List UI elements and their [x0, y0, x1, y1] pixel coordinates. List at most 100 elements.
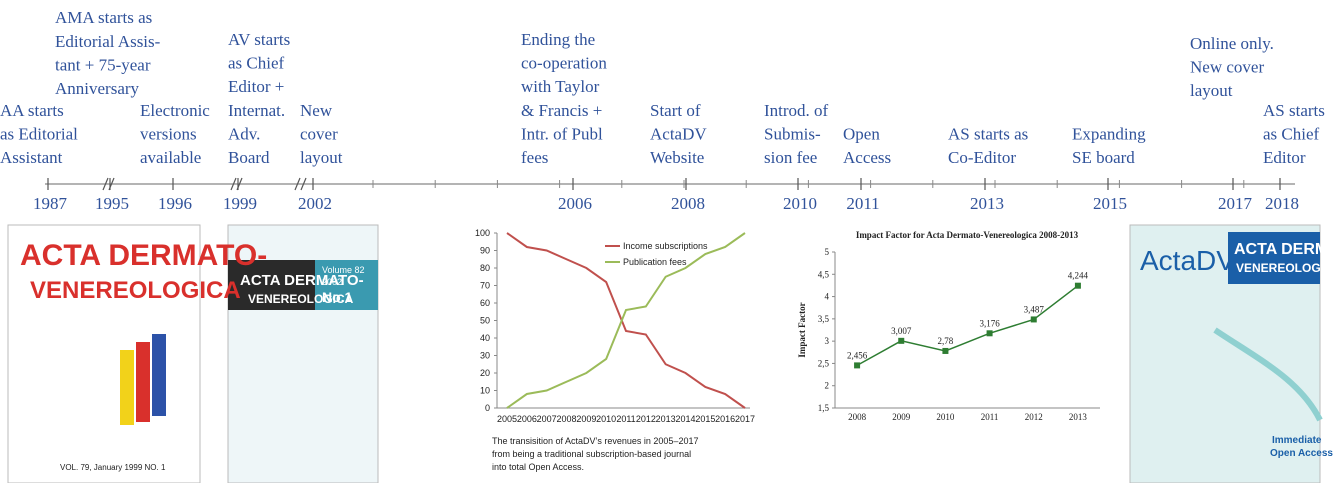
event-text: Start of	[650, 101, 701, 120]
y-tick-label: 3	[825, 336, 830, 346]
year-label: 2002	[298, 194, 332, 213]
cover-text: ActaDV	[1140, 245, 1235, 276]
x-tick-label: 2015	[695, 414, 715, 424]
event-text: Introd. of	[764, 101, 829, 120]
event-text: Internat.	[228, 101, 285, 120]
x-tick-label: 2014	[675, 414, 695, 424]
event-text: Anniversary	[55, 79, 140, 98]
event-text: Editorial Assis-	[55, 32, 161, 51]
y-tick-label: 80	[480, 263, 490, 273]
event-text: layout	[300, 148, 343, 167]
event-text: fees	[521, 148, 548, 167]
x-tick-label: 2010	[596, 414, 616, 424]
event-text: AS starts as	[948, 124, 1028, 143]
marker	[942, 348, 948, 354]
marker	[1031, 316, 1037, 322]
event-text: layout	[1190, 81, 1233, 100]
cover-text: ACTA DERMATO-	[20, 239, 267, 272]
marker	[854, 362, 860, 368]
year-label: 1996	[158, 194, 192, 213]
x-tick-label: 2016	[715, 414, 735, 424]
cover-text: Volume 82	[322, 265, 365, 275]
event-text: ActaDV	[650, 124, 707, 143]
marker	[1075, 283, 1081, 289]
y-tick-label: 70	[480, 281, 490, 291]
caption: into total Open Access.	[492, 462, 584, 472]
year-label: 2013	[970, 194, 1004, 213]
cover-text: No.1	[322, 289, 353, 305]
caption: The transisition of ActaDV’s revenues in…	[492, 436, 698, 446]
event-text: co-operation	[521, 54, 607, 73]
cover-text: 2002	[322, 277, 342, 287]
y-axis-label: Impact Factor	[797, 302, 807, 357]
event-text: Electronic	[140, 101, 210, 120]
x-tick-label: 2007	[537, 414, 557, 424]
event-text: AV starts	[228, 30, 290, 49]
x-tick-label: 2008	[848, 412, 867, 422]
x-tick-label: 2009	[576, 414, 596, 424]
year-label: 1987	[33, 194, 68, 213]
event-text: Open	[843, 124, 880, 143]
event-text: versions	[140, 124, 197, 143]
event-text: AA starts	[0, 101, 64, 120]
event-text: tant + 75-year	[55, 55, 151, 74]
year-label: 2018	[1265, 194, 1299, 213]
cover-text: Open Access	[1270, 448, 1333, 459]
event-text: Website	[650, 148, 704, 167]
event-text: as Editorial	[0, 124, 78, 143]
event-text: & Francis +	[521, 101, 602, 120]
y-tick-label: 4	[825, 292, 830, 302]
y-tick-label: 50	[480, 316, 490, 326]
value-label: 3,007	[891, 326, 912, 336]
event-text: available	[140, 148, 201, 167]
x-tick-label: 2009	[892, 412, 911, 422]
y-tick-label: 60	[480, 298, 490, 308]
event-text: as Chief	[1263, 124, 1320, 143]
x-tick-label: 2013	[1069, 412, 1088, 422]
value-label: 2,456	[847, 350, 868, 360]
cover-text: VENEREOLOGICA	[30, 277, 241, 304]
event-text: New	[300, 101, 333, 120]
year-label: 2011	[846, 194, 879, 213]
y-tick-label: 2,5	[818, 358, 830, 368]
event-text: Editor +	[228, 77, 284, 96]
x-tick-label: 2011	[981, 412, 999, 422]
x-tick-label: 2006	[517, 414, 537, 424]
y-tick-label: 5	[825, 247, 830, 257]
year-label: 2008	[671, 194, 705, 213]
x-tick-label: 2017	[735, 414, 755, 424]
x-tick-label: 2012	[1025, 412, 1043, 422]
event-text: Intr. of Publ	[521, 124, 603, 143]
event-text: Submis-	[764, 124, 821, 143]
year-label: 2015	[1093, 194, 1127, 213]
chart-title: Impact Factor for Acta Dermato-Venereolo…	[856, 230, 1079, 240]
x-tick-label: 2010	[936, 412, 955, 422]
cover-text: VOL. 79, January 1999 NO. 1	[60, 463, 166, 472]
cover-text: VENEREOLOGICA	[1236, 261, 1342, 275]
y-tick-label: 90	[480, 246, 490, 256]
cover-text: ACTA DERMATO-	[1234, 241, 1344, 258]
event-text: Board	[228, 148, 270, 167]
event-text: sion fee	[764, 148, 817, 167]
event-text: Expanding	[1072, 124, 1146, 143]
event-text: AS starts	[1263, 101, 1325, 120]
y-tick-label: 4,5	[818, 269, 830, 279]
legend-label: Income subscriptions	[623, 241, 708, 251]
marker	[898, 338, 904, 344]
event-text: as Chief	[228, 54, 285, 73]
legend-label: Publication fees	[623, 257, 687, 267]
y-tick-label: 0	[485, 403, 490, 413]
value-label: 2,78	[938, 336, 954, 346]
event-text: Online only.	[1190, 34, 1274, 53]
x-tick-label: 2005	[497, 414, 517, 424]
event-text: Editor	[1263, 148, 1306, 167]
x-tick-label: 2013	[656, 414, 676, 424]
event-text: with Taylor	[521, 77, 600, 96]
x-tick-label: 2008	[556, 414, 576, 424]
value-label: 3,487	[1024, 304, 1045, 314]
event-text: Adv.	[228, 124, 260, 143]
x-tick-label: 2012	[636, 414, 656, 424]
year-label: 1999	[223, 194, 257, 213]
y-tick-label: 1,5	[818, 403, 830, 413]
event-text: AMA starts as	[55, 8, 152, 27]
